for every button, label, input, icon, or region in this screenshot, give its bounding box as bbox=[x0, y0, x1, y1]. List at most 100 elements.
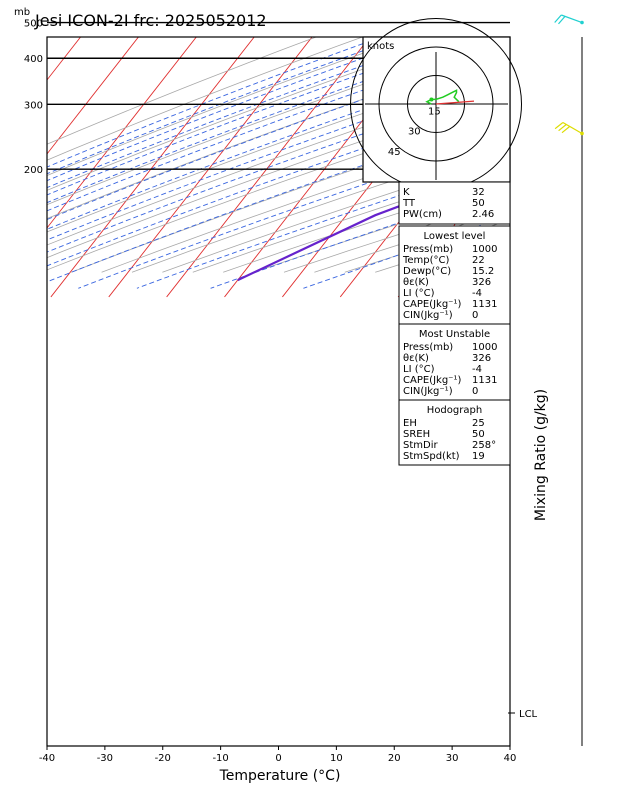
dry-adiabat-line bbox=[47, 63, 510, 233]
isotherm-line bbox=[0, 0, 69, 297]
dry-adiabat-line bbox=[47, 37, 410, 176]
index-label: EH bbox=[403, 418, 417, 429]
index-label: StmDir bbox=[403, 440, 438, 451]
index-label: LI (°C) bbox=[403, 364, 435, 375]
indices-box bbox=[398, 323, 511, 401]
index-value: 326 bbox=[472, 277, 491, 288]
hodograph-unit-label: knots bbox=[367, 41, 394, 52]
index-value: 22 bbox=[472, 255, 485, 266]
index-label: CIN(Jkg⁻¹) bbox=[403, 310, 453, 321]
moist-adiabat-line bbox=[47, 39, 510, 212]
index-value: 1000 bbox=[472, 244, 497, 255]
isotherm-line bbox=[572, 0, 618, 297]
mixing-ratio-axis-label: Mixing Ratio (g/kg) bbox=[533, 389, 549, 521]
isotherm-line bbox=[108, 37, 313, 298]
x-axis-label: Temperature (°C) bbox=[219, 768, 341, 784]
moist-adiabat-line bbox=[47, 37, 404, 175]
isotherm-line bbox=[50, 37, 255, 298]
x-tick-label: 20 bbox=[388, 753, 401, 764]
index-value: 0 bbox=[472, 310, 478, 321]
index-value: 2.46 bbox=[472, 209, 494, 220]
index-label: StmSpd(kt) bbox=[403, 451, 460, 462]
x-tick-label: -10 bbox=[212, 753, 228, 764]
index-value: 19 bbox=[472, 451, 485, 462]
moist-adiabat-line bbox=[47, 70, 510, 241]
moist-adiabat-line bbox=[47, 37, 493, 204]
dry-adiabat-line bbox=[47, 104, 510, 271]
index-value: -4 bbox=[472, 288, 482, 299]
index-value: 0 bbox=[472, 386, 478, 397]
index-label: K bbox=[403, 187, 410, 198]
index-label: SREH bbox=[403, 429, 430, 440]
moist-adiabat-lines bbox=[47, 37, 510, 289]
index-value: 1131 bbox=[472, 375, 497, 386]
index-label: Dewp(°C) bbox=[403, 266, 451, 277]
wind-barb-dot bbox=[580, 131, 584, 136]
index-label: Press(mb) bbox=[403, 244, 453, 255]
moist-adiabat-line bbox=[47, 37, 469, 196]
moist-adiabat-line bbox=[47, 59, 510, 230]
index-value: 25 bbox=[472, 418, 485, 429]
isotherm-lines bbox=[0, 0, 618, 298]
isotherm-line bbox=[514, 0, 618, 297]
isotherm-line bbox=[47, 37, 140, 155]
x-tick-label: 40 bbox=[504, 753, 517, 764]
wind-barbs bbox=[554, 14, 584, 136]
hodograph-ring-label: 15 bbox=[428, 106, 441, 117]
dry-adiabat-line bbox=[71, 117, 510, 273]
index-label: θε(K) bbox=[403, 353, 429, 364]
index-label: LI (°C) bbox=[403, 288, 435, 299]
wind-barb-feather bbox=[558, 16, 566, 25]
wind-barb-feather bbox=[554, 122, 564, 130]
y-tick-label: 500 bbox=[24, 19, 43, 30]
x-tick-label: 0 bbox=[275, 753, 281, 764]
index-label: Temp(°C) bbox=[402, 255, 450, 266]
dry-adiabat-line bbox=[47, 37, 318, 145]
moist-adiabat-line bbox=[47, 48, 510, 221]
index-label: CAPE(Jkg⁻¹) bbox=[403, 299, 461, 310]
moist-adiabat-line bbox=[47, 115, 510, 283]
x-tick-label: 30 bbox=[446, 753, 459, 764]
index-value: 15.2 bbox=[472, 266, 494, 277]
x-tick-label: -20 bbox=[155, 753, 171, 764]
y-tick-label: 300 bbox=[24, 100, 43, 111]
x-axis: -40 -30 -20 -10 0 10 20 30 40 bbox=[39, 746, 517, 764]
dry-adiabat-line bbox=[47, 37, 364, 161]
dry-adiabat-line bbox=[47, 37, 503, 206]
index-label: PW(cm) bbox=[403, 209, 442, 220]
isotherm-line bbox=[47, 37, 197, 229]
index-label: θε(K) bbox=[403, 277, 429, 288]
hodograph: knots 15 30 45 bbox=[350, 18, 522, 190]
wind-barb-feather bbox=[554, 14, 562, 23]
dry-adiabat-line bbox=[47, 37, 457, 191]
index-label: Press(mb) bbox=[403, 342, 453, 353]
index-label: CIN(Jkg⁻¹) bbox=[403, 386, 453, 397]
x-tick-label: -40 bbox=[39, 753, 55, 764]
indices-box bbox=[398, 399, 511, 466]
storm-motion-vector bbox=[435, 100, 475, 105]
indices-section-header: Lowest level bbox=[424, 231, 486, 242]
index-value: 32 bbox=[472, 187, 485, 198]
moist-adiabat-line bbox=[47, 98, 510, 267]
hodograph-ring-label: 30 bbox=[408, 127, 421, 138]
index-value: 1131 bbox=[472, 299, 497, 310]
indices-section-header: Hodograph bbox=[427, 405, 482, 416]
lcl-label: LCL bbox=[519, 709, 538, 720]
hodograph-point bbox=[429, 97, 434, 102]
chart-title: Jesi ICON-2I frc: 2025052012 bbox=[34, 11, 267, 30]
y-tick-label: 400 bbox=[24, 54, 43, 65]
indices-section-header: Most Unstable bbox=[419, 329, 490, 340]
wind-barb-feather bbox=[561, 125, 571, 134]
index-value: 326 bbox=[472, 353, 491, 364]
moist-adiabat-line bbox=[47, 37, 383, 168]
indices-box bbox=[398, 181, 511, 225]
wind-barb-dot bbox=[580, 20, 584, 25]
index-label: TT bbox=[402, 198, 416, 209]
indices-table: K 32 TT 50 PW(cm) 2.46 Lowest level Press(mb) 10… bbox=[398, 181, 511, 466]
index-value: 50 bbox=[472, 198, 485, 209]
moist-adiabat-line bbox=[47, 83, 510, 253]
moist-adiabat-line bbox=[47, 37, 424, 182]
y-tick-label: 200 bbox=[24, 165, 43, 176]
x-tick-label: -30 bbox=[97, 753, 113, 764]
